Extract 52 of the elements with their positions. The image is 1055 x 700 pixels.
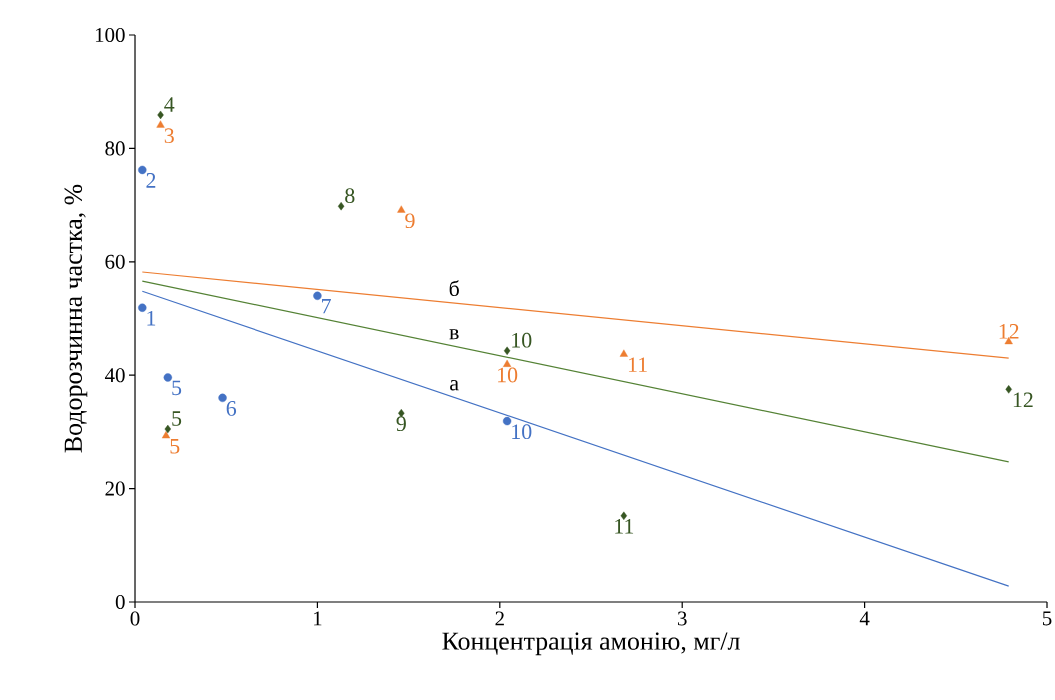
annotation: 10 xyxy=(512,424,532,440)
y-tick-label: 60 xyxy=(105,254,125,269)
annotation: 5 xyxy=(172,411,182,426)
annotation: 9 xyxy=(405,213,415,229)
point xyxy=(161,431,171,439)
y-tick-label: 40 xyxy=(104,368,125,383)
point xyxy=(138,165,147,175)
point xyxy=(503,346,511,355)
point xyxy=(138,303,147,312)
series-label: а xyxy=(450,379,459,391)
x-tick-label: 4 xyxy=(859,611,870,626)
annotation: 1 xyxy=(147,310,156,326)
annotation: 12 xyxy=(1013,392,1033,408)
annotation: 7 xyxy=(322,298,331,314)
annotation: 10 xyxy=(512,332,532,348)
x-tick-label: 3 xyxy=(677,611,687,626)
annotation: 11 xyxy=(628,357,647,372)
annotation: 5 xyxy=(172,380,182,396)
point xyxy=(313,291,322,300)
annotation: 9 xyxy=(396,416,406,432)
y-tick-label: 100 xyxy=(95,27,125,43)
series-label: б xyxy=(449,280,459,297)
annotation: 4 xyxy=(164,97,175,112)
y-tick-label: 0 xyxy=(115,594,125,610)
annotation: 5 xyxy=(170,439,180,454)
x-tick-label: 1 xyxy=(314,611,322,626)
point xyxy=(163,373,173,382)
point xyxy=(397,205,406,213)
annotation: 10 xyxy=(498,367,518,383)
y-axis-title: Водорозчинна частка, % xyxy=(64,184,88,453)
point xyxy=(157,110,164,120)
point xyxy=(502,416,512,426)
point xyxy=(337,202,345,211)
y-tick-label: 80 xyxy=(105,141,125,156)
point xyxy=(164,424,172,434)
x-tick-label: 2 xyxy=(495,611,504,626)
x-axis-title: Концентрація амонію, мг/л xyxy=(442,632,740,656)
point xyxy=(619,349,628,357)
point xyxy=(218,393,227,403)
x-tick-label: 0 xyxy=(130,611,140,626)
point xyxy=(503,359,512,367)
x-tick-label: 5 xyxy=(1042,611,1052,626)
annotation: 11 xyxy=(615,519,634,534)
point xyxy=(156,120,165,128)
annotation: 6 xyxy=(226,401,237,416)
point xyxy=(1005,385,1012,394)
annotation: 12 xyxy=(999,324,1019,339)
annotation: 8 xyxy=(345,188,355,204)
annotation: 3 xyxy=(164,128,174,144)
y-tick-label: 20 xyxy=(105,481,125,496)
series-label: в xyxy=(449,329,459,340)
annotation: 2 xyxy=(146,173,156,188)
